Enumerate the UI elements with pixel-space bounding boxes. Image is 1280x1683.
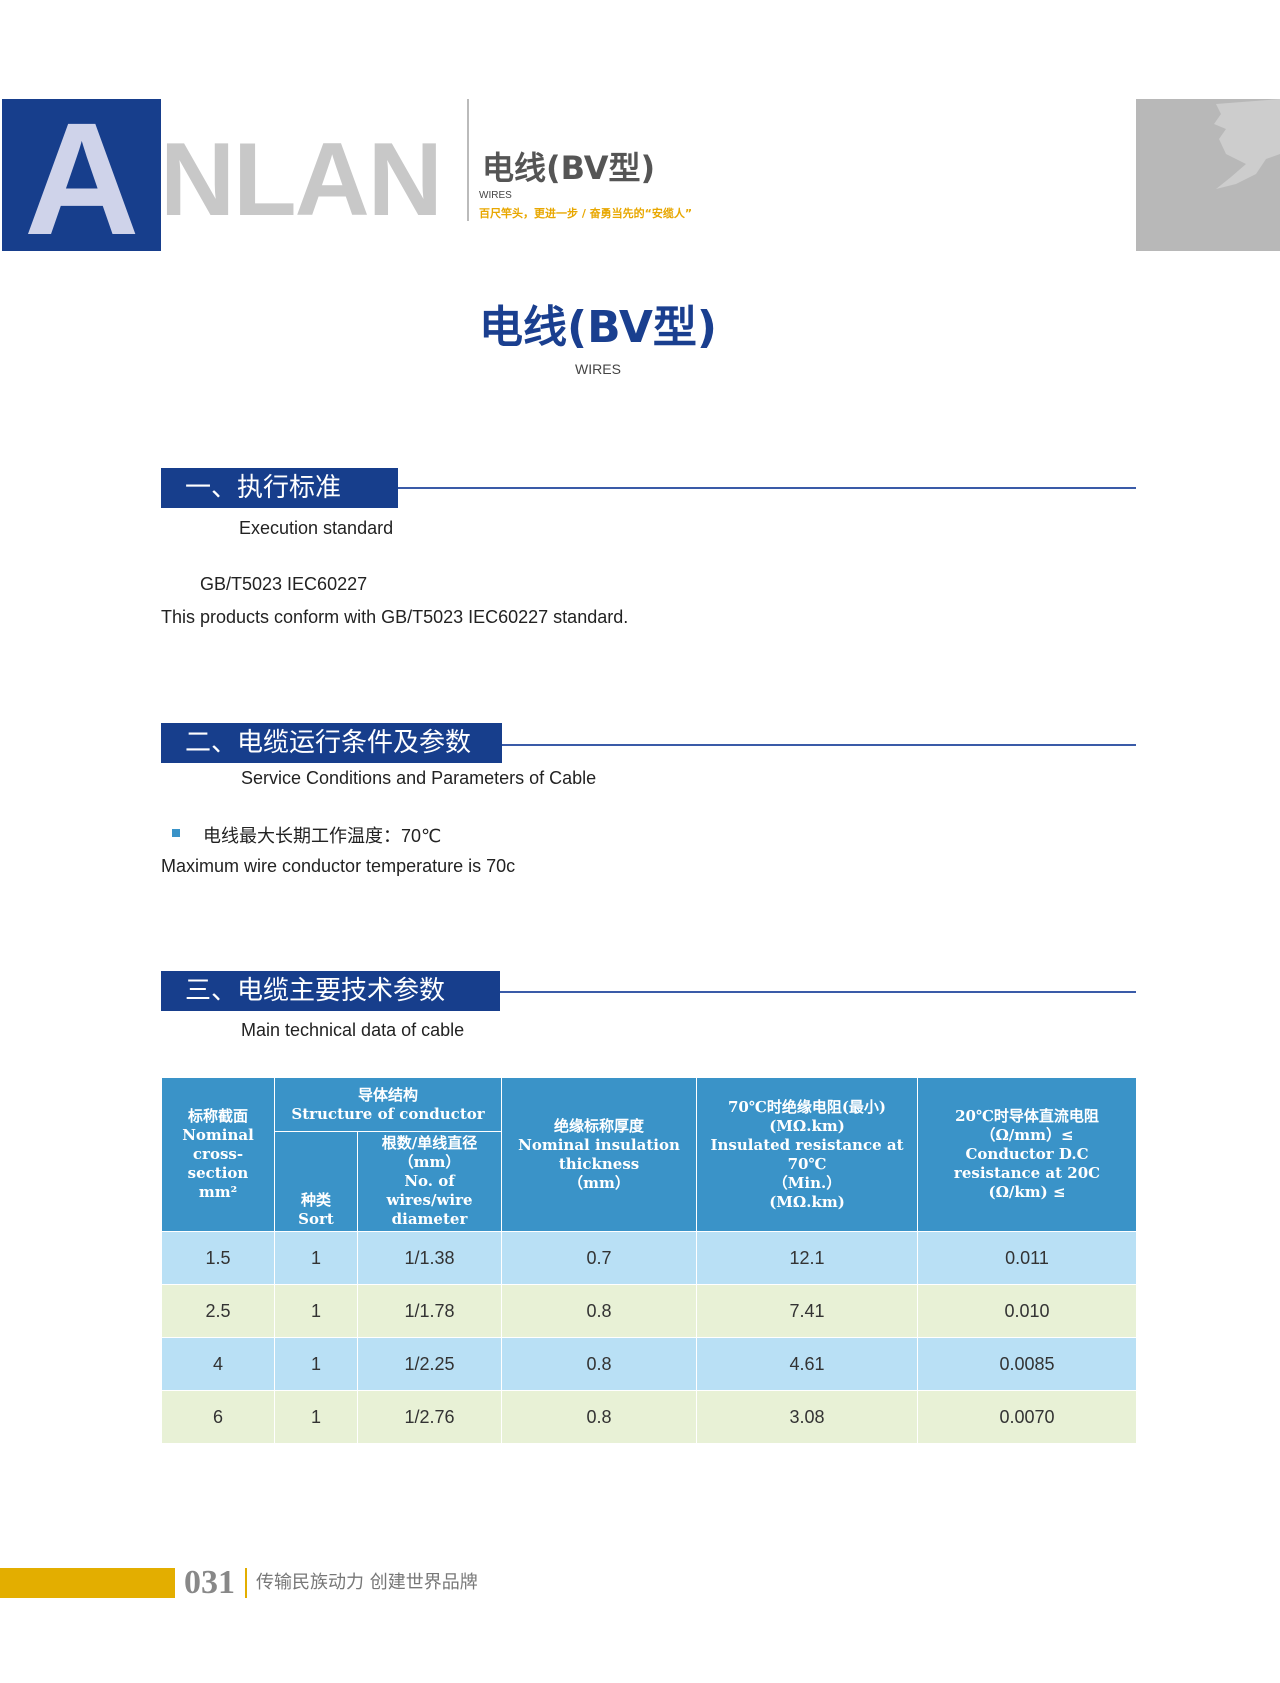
table-cell: 0.011 <box>917 1231 1138 1285</box>
section-subheading-2: Service Conditions and Parameters of Cab… <box>241 768 597 788</box>
table-cell: 4.61 <box>696 1337 919 1391</box>
section-line <box>500 991 1136 993</box>
technical-data-table: 标称截面 Nominal cross-section mm² 导体结构 Structur… <box>161 1077 1138 1444</box>
logo: A <box>2 99 161 251</box>
table-cell: 0.010 <box>917 1284 1138 1338</box>
table-cell: 0.8 <box>501 1390 698 1444</box>
header-resistance-20: 20℃时导体直流电阻 （Ω/mm）≤ Conductor D.C resistance… <box>917 1077 1138 1232</box>
header-subtitle: WIRES <box>479 190 512 201</box>
temperature-cn: 电线最大长期工作温度：70℃ <box>203 826 442 846</box>
section-line <box>398 487 1136 489</box>
table-row: 6 1 1/2.76 0.8 3.08 0.0070 <box>161 1390 1138 1444</box>
header-resistance-70: 70℃时绝缘电阻(最小) (MΩ.km) Insulated resistance … <box>696 1077 919 1232</box>
footer-divider <box>245 1568 247 1598</box>
bullet-icon <box>172 829 180 837</box>
footer-bar <box>0 1568 175 1598</box>
table-row: 1.5 1 1/1.38 0.7 12.1 0.011 <box>161 1231 1138 1285</box>
section-heading-1: 一、执行标准 <box>161 468 398 508</box>
table-cell: 1 <box>274 1390 358 1444</box>
table-cell: 2.5 <box>161 1284 275 1338</box>
table-row: 4 1 1/2.25 0.8 4.61 0.0085 <box>161 1337 1138 1391</box>
section-heading-2: 二、电缆运行条件及参数 <box>161 723 502 763</box>
table-cell: 6 <box>161 1390 275 1444</box>
table-cell: 4 <box>161 1337 275 1391</box>
table-cell: 0.8 <box>501 1337 698 1391</box>
header-cross-section: 标称截面 Nominal cross-section mm² <box>161 1077 275 1232</box>
header-sort: 种类 Sort <box>274 1131 358 1232</box>
map-decoration <box>1136 99 1280 251</box>
table-cell: 3.08 <box>696 1390 919 1444</box>
section-heading-3: 三、电缆主要技术参数 <box>161 971 500 1011</box>
table-cell: 1 <box>274 1231 358 1285</box>
section-subheading-1: Execution standard <box>239 518 394 538</box>
section-subheading-3: Main technical data of cable <box>241 1020 465 1040</box>
header-slogan: 百尺竿头，更进一步 / 奋勇当先的“安缆人” <box>479 207 693 220</box>
table-cell: 0.8 <box>501 1284 698 1338</box>
table-cell: 7.41 <box>696 1284 919 1338</box>
footer-slogan: 传输民族动力 创建世界品牌 <box>256 1572 478 1593</box>
page-title: 电线(BV型) <box>478 302 718 353</box>
table-cell: 1 <box>274 1337 358 1391</box>
section-line <box>502 744 1136 746</box>
table-cell: 1 <box>274 1284 358 1338</box>
table-cell: 0.0070 <box>917 1390 1138 1444</box>
logo-letter: A <box>24 109 140 249</box>
header-insulation: 绝缘标称厚度 Nominal insulation thickness （mm） <box>501 1077 698 1232</box>
table-cell: 0.0085 <box>917 1337 1138 1391</box>
table-cell: 1/1.78 <box>356 1284 503 1338</box>
table-cell: 1.5 <box>161 1231 275 1285</box>
table-cell: 12.1 <box>696 1231 919 1285</box>
page-number: 031 <box>184 1564 235 1601</box>
divider <box>467 99 469 221</box>
table-row: 2.5 1 1/1.78 0.8 7.41 0.010 <box>161 1284 1138 1338</box>
table-cell: 1/2.76 <box>356 1390 503 1444</box>
header-structure: 导体结构 Structure of conductor <box>273 1077 503 1132</box>
table-cell: 0.7 <box>501 1231 698 1285</box>
logo-text: NLAN <box>160 122 443 238</box>
map-icon <box>1214 99 1280 189</box>
page-subtitle: WIRES <box>575 361 621 377</box>
header-title: 电线(BV型) <box>482 149 656 187</box>
standard-text: This products conform with GB/T5023 IEC6… <box>161 607 629 627</box>
temperature-en: Maximum wire conductor temperature is 70… <box>161 856 516 876</box>
standard-codes: GB/T5023 IEC60227 <box>200 574 368 594</box>
table-cell: 1/1.38 <box>356 1231 503 1285</box>
table-cell: 1/2.25 <box>356 1337 503 1391</box>
header-wires: 根数/单线直径 （mm） No. of wires/wire diameter <box>356 1131 503 1232</box>
